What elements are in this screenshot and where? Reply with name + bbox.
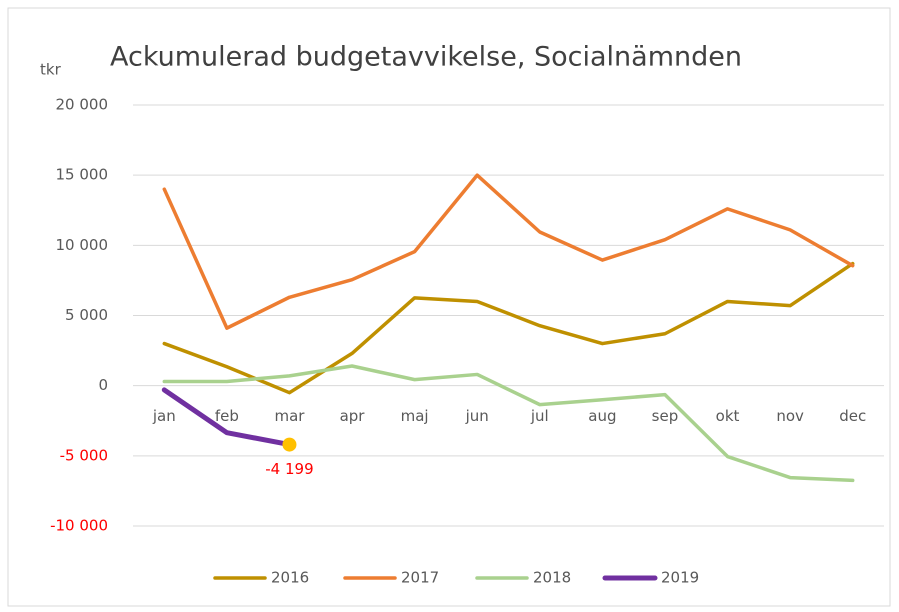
chart-title: Ackumulerad budgetavvikelse, Socialnämnd… bbox=[110, 42, 742, 73]
y-tick-label: 10 000 bbox=[56, 236, 109, 254]
legend-label: 2019 bbox=[661, 569, 699, 587]
x-tick-label: feb bbox=[215, 407, 239, 425]
x-tick-label: sep bbox=[652, 407, 679, 425]
x-tick-label: aug bbox=[588, 407, 616, 425]
x-tick-label: jun bbox=[465, 407, 489, 425]
legend-label: 2016 bbox=[271, 569, 309, 587]
data-label: -4 199 bbox=[265, 460, 313, 478]
x-tick-label: jan bbox=[152, 407, 176, 425]
x-tick-label: dec bbox=[839, 407, 866, 425]
y-tick-label: -10 000 bbox=[50, 517, 108, 535]
series-line bbox=[161, 387, 292, 448]
series-line bbox=[162, 364, 855, 483]
y-tick-label: 20 000 bbox=[56, 96, 109, 114]
x-tick-label: maj bbox=[401, 407, 429, 425]
point-marker bbox=[282, 437, 297, 452]
y-tick-label: 0 bbox=[98, 376, 108, 394]
legend-label: 2018 bbox=[533, 569, 571, 587]
x-tick-label: nov bbox=[776, 407, 804, 425]
chart-frame bbox=[7, 7, 891, 607]
x-tick-label: okt bbox=[716, 407, 740, 425]
x-tick-label: apr bbox=[340, 407, 366, 425]
y-tick-label: -5 000 bbox=[60, 446, 108, 464]
series-line bbox=[162, 173, 855, 330]
y-tick-label: 15 000 bbox=[56, 166, 109, 184]
y-axis-label: tkr bbox=[40, 61, 62, 79]
legend-label: 2017 bbox=[401, 569, 439, 587]
x-tick-label: jul bbox=[530, 407, 549, 425]
x-tick-label: mar bbox=[274, 407, 305, 425]
y-tick-label: 5 000 bbox=[65, 306, 108, 324]
series-line bbox=[162, 261, 855, 395]
